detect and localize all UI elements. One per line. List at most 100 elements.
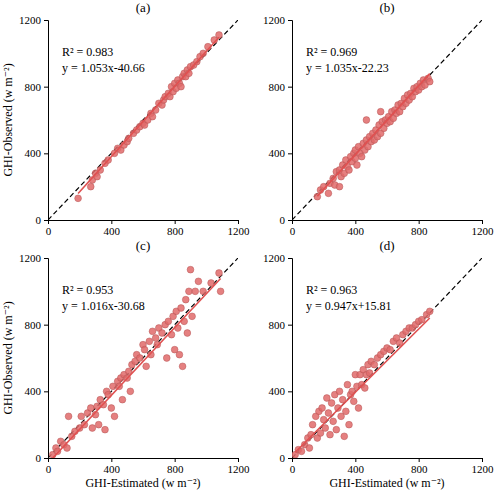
point xyxy=(89,425,96,432)
point xyxy=(363,117,370,124)
tick-label: 800 xyxy=(411,463,428,475)
tick-label: 1200 xyxy=(19,14,42,26)
point xyxy=(426,308,433,315)
tick-label: 0 xyxy=(36,452,42,464)
panel-title: (a) xyxy=(136,0,150,15)
tick-mark xyxy=(288,391,292,392)
point xyxy=(146,338,153,345)
point xyxy=(141,346,148,353)
tick-mark xyxy=(44,87,48,88)
tick: 0 xyxy=(280,214,293,226)
axis-line xyxy=(293,459,483,463)
tick-mark xyxy=(288,220,292,221)
tick-label: 0 xyxy=(290,225,296,237)
point xyxy=(325,190,332,197)
identity-line xyxy=(48,258,238,458)
tick-mark xyxy=(288,20,292,21)
fit-line xyxy=(317,74,429,196)
point xyxy=(65,413,72,420)
fit-line xyxy=(53,279,221,458)
tick: 1200 xyxy=(19,252,48,264)
tick: 400 xyxy=(25,385,49,397)
tick-label: 800 xyxy=(25,81,42,93)
tick: 800 xyxy=(167,458,184,475)
point xyxy=(178,305,185,312)
tick-mark xyxy=(111,458,112,462)
tick-label: 800 xyxy=(167,463,184,475)
point xyxy=(330,418,337,425)
y-axis: 0 400 800 1200 xyxy=(263,252,293,464)
point xyxy=(127,388,134,395)
tick: 1200 xyxy=(228,458,251,475)
tick-label: 400 xyxy=(269,385,286,397)
plot-area xyxy=(292,20,482,220)
tick-label: 0 xyxy=(290,463,296,475)
point xyxy=(342,408,349,415)
panel: 0400800120004008001200(c)R² = 0.953y = 1… xyxy=(1,238,250,490)
tick: 400 xyxy=(269,147,293,159)
tick-label: 0 xyxy=(46,463,52,475)
tick: 800 xyxy=(269,81,293,93)
panel-title: (d) xyxy=(379,238,394,253)
panel: 0400800120004008001200(b)R² = 0.969y = 1… xyxy=(263,0,494,237)
point xyxy=(328,400,335,407)
tick: 1200 xyxy=(228,220,251,237)
tick-mark xyxy=(238,220,239,224)
point xyxy=(333,426,340,433)
tick-label: 1200 xyxy=(263,14,286,26)
point xyxy=(306,445,313,452)
fit-line xyxy=(295,318,430,452)
tick-mark xyxy=(44,20,48,21)
tick: 400 xyxy=(104,458,121,475)
point xyxy=(319,405,326,412)
annotation: R² = 0.953 xyxy=(62,283,113,297)
point xyxy=(75,195,82,202)
annotation: y = 1.053x-40.66 xyxy=(62,61,145,75)
point xyxy=(182,296,189,303)
point xyxy=(111,413,118,420)
tick-label: 800 xyxy=(269,319,286,331)
point xyxy=(184,330,191,337)
tick-label: 1200 xyxy=(472,225,495,237)
tick: 0 xyxy=(36,452,49,464)
tick: 400 xyxy=(269,385,293,397)
tick-mark xyxy=(419,220,420,224)
tick-mark xyxy=(175,458,176,462)
tick-mark xyxy=(44,458,48,459)
point xyxy=(176,351,183,358)
tick: 1200 xyxy=(263,252,292,264)
point xyxy=(327,431,334,438)
panel-title: (c) xyxy=(136,238,150,253)
tick: 800 xyxy=(167,220,184,237)
tick: 0 xyxy=(280,452,293,464)
point xyxy=(377,108,384,115)
tick-label: 800 xyxy=(167,225,184,237)
identity-line xyxy=(48,20,238,220)
tick: 400 xyxy=(348,220,365,237)
point xyxy=(387,346,394,353)
point xyxy=(309,421,316,428)
tick-label: 800 xyxy=(269,81,286,93)
tick-label: 400 xyxy=(104,225,121,237)
x-axis: 0 400 800 1200 xyxy=(290,220,494,237)
y-axis: 04008001200 xyxy=(19,14,49,226)
tick: 800 xyxy=(25,319,49,331)
plot-area xyxy=(48,20,238,220)
tick: 400 xyxy=(104,220,121,237)
tick-label: 1200 xyxy=(263,252,286,264)
tick: 800 xyxy=(411,220,428,237)
point xyxy=(119,396,126,403)
tick-mark xyxy=(44,391,48,392)
point xyxy=(179,363,186,370)
tick: 1200 xyxy=(472,458,495,475)
point xyxy=(136,355,143,362)
point xyxy=(354,162,361,169)
tick-mark xyxy=(238,458,239,462)
tick-label: 1200 xyxy=(228,463,251,475)
point xyxy=(195,278,202,285)
point xyxy=(159,330,166,337)
x-axis-title: GHI-Estimated (w m⁻²) xyxy=(329,476,444,490)
point xyxy=(336,183,343,190)
x-axis: 04008001200 xyxy=(46,220,250,237)
point xyxy=(336,388,343,395)
